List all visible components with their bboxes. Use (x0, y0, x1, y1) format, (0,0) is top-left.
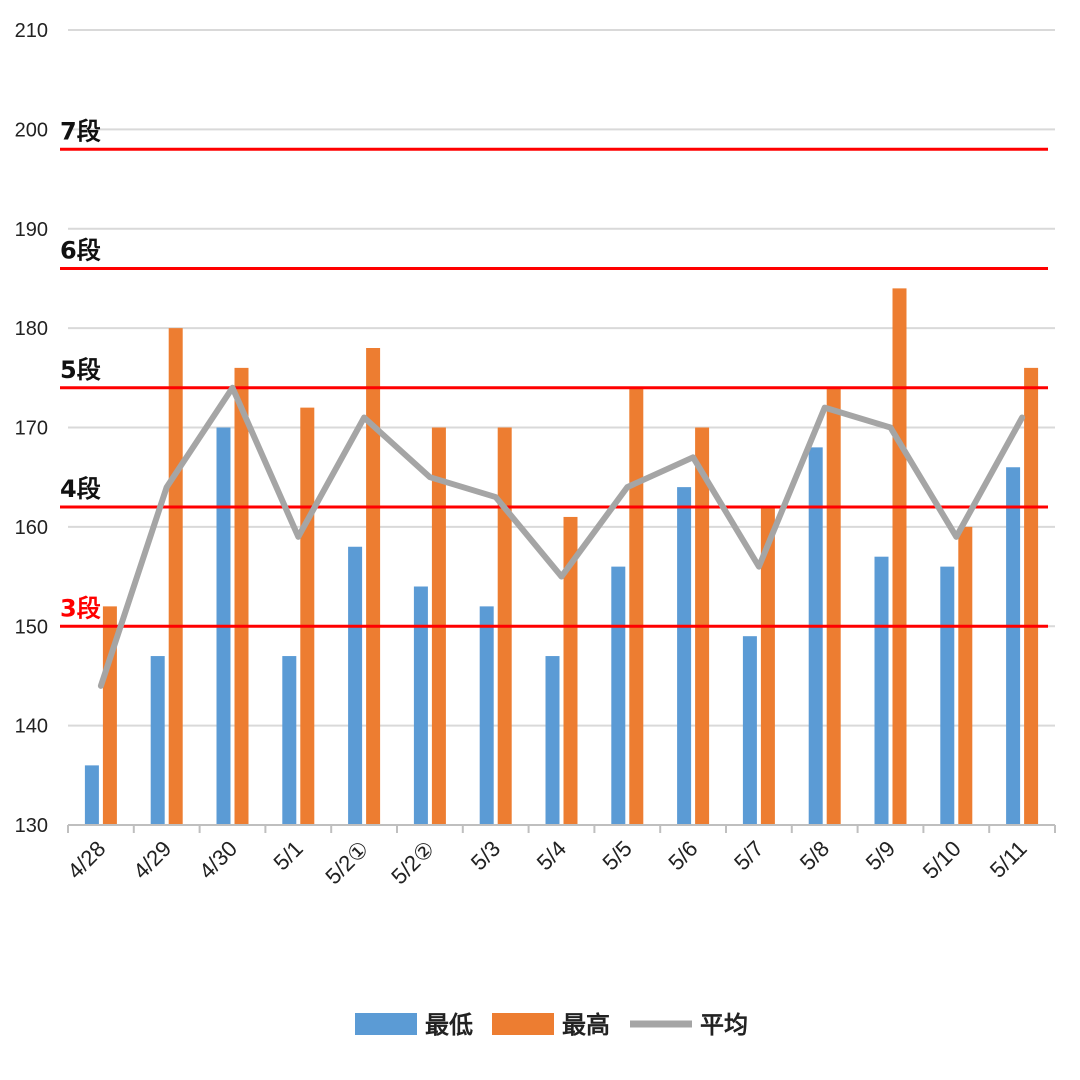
bar-max (366, 348, 381, 825)
y-tick-label: 190 (15, 219, 48, 241)
bar-max (168, 328, 183, 825)
bar-min (479, 606, 494, 825)
legend-label-avg: 平均 (700, 1011, 748, 1039)
bar-max (826, 387, 841, 825)
bar-min (413, 586, 428, 825)
x-axis (67, 824, 1056, 833)
bar-max (563, 516, 578, 825)
bar-min (677, 487, 692, 825)
legend-swatch-min (355, 1013, 417, 1035)
bar-max (234, 367, 249, 825)
bar-max (629, 387, 644, 825)
legend-swatch-max (492, 1013, 554, 1035)
y-tick-label: 200 (15, 119, 48, 141)
x-tick-label: 5/6 (663, 836, 702, 875)
x-tick-label: 5/9 (861, 836, 900, 875)
bar-min (742, 636, 757, 825)
bar-min (808, 447, 823, 825)
gridlines (68, 29, 1055, 727)
bar-min (150, 656, 165, 825)
y-tick-label: 140 (15, 716, 48, 738)
bar-max (892, 288, 907, 825)
bar-max (1024, 367, 1039, 825)
bar-min (1006, 467, 1021, 825)
y-tick-label: 150 (15, 616, 48, 638)
x-tick-label: 5/5 (598, 836, 637, 875)
y-tick-label: 170 (15, 418, 48, 440)
y-tick-label: 180 (15, 318, 48, 340)
bar-min (545, 656, 560, 825)
reference-lines: 7段 6段 5段 4段 3段 (60, 117, 1048, 628)
legend-label-min: 最低 (425, 1011, 473, 1039)
x-tick-label: 5/2① (320, 836, 373, 889)
legend: 最低 最高 平均 (355, 1011, 748, 1039)
average-line (97, 384, 1026, 689)
x-tick-label: 4/29 (128, 836, 176, 884)
x-tick-label: 5/11 (985, 836, 1032, 883)
legend-label-max: 最高 (562, 1011, 610, 1039)
bar-min (84, 765, 99, 825)
bar-max (958, 526, 973, 825)
x-tick-label: 5/3 (466, 836, 505, 875)
reference-line-label: 6段 (60, 237, 101, 265)
x-tick-label: 4/30 (194, 836, 242, 884)
x-tick-label: 5/4 (532, 836, 571, 875)
bar-min (282, 656, 297, 825)
x-tick-label: 5/1 (269, 836, 308, 875)
y-tick-label: 160 (15, 517, 48, 539)
bar-min (348, 546, 363, 825)
bars (84, 288, 1039, 825)
bar-min (611, 566, 626, 825)
reference-line-label: 4段 (60, 475, 101, 503)
reference-line-label: 5段 (60, 356, 101, 384)
x-tick-label: 4/28 (62, 836, 110, 884)
x-tick-label: 5/2② (386, 836, 439, 889)
x-tick-label: 5/10 (918, 836, 966, 884)
reference-line-label: 3段 (60, 594, 101, 622)
y-axis-ticks: 130 140 150 160 170 180 190 200 210 (15, 20, 48, 837)
y-tick-label: 130 (15, 815, 48, 837)
bar-min (940, 566, 955, 825)
x-tick-label: 5/7 (729, 836, 768, 875)
bar-max (300, 407, 315, 825)
average-series-line (97, 384, 1026, 689)
y-tick-label: 210 (15, 20, 48, 42)
bar-max (760, 507, 775, 825)
x-axis-ticks: 4/28 4/29 4/30 5/1 5/2① 5/2② 5/3 5/4 5/5 5/6 5/7 5/… (62, 836, 1031, 889)
bar-min (874, 556, 889, 825)
x-tick-label: 5/8 (795, 836, 834, 875)
reference-line-label: 7段 (60, 117, 101, 145)
